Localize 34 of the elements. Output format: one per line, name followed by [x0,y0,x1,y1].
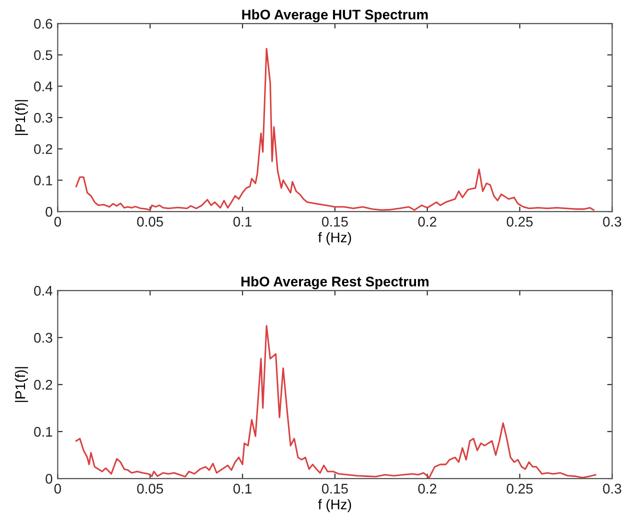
y-axis-title: |P1(f)| [14,100,28,135]
x-axis-title: f (Hz) [318,232,352,246]
y-tick-label: 0.6 [34,18,52,29]
y-tick-label: 0.3 [34,112,52,123]
y-axis-title: |P1(f)| [14,367,28,402]
x-tick-label: 0.15 [322,216,348,227]
y-tick-label: 0 [46,474,52,484]
x-tick-label: 0.15 [322,484,348,494]
line-series [75,48,594,211]
x-tick-label: 0.25 [506,216,533,227]
y-tick-label: 0.2 [34,144,52,154]
x-tick-label: 0.05 [137,484,164,494]
y-tick-label: 0.4 [34,286,52,296]
y-tick-label: 0.5 [34,50,52,60]
x-tick-label: 0.25 [506,484,533,494]
line-series [75,325,596,478]
chart-title: HbO Average HUT Spectrum [242,9,428,22]
x-tick-label: 0 [54,216,62,227]
chart-title: HbO Average Rest Spectrum [241,276,428,290]
y-tick-label: 0.2 [34,380,52,390]
x-tick-label: 0 [54,484,62,494]
y-tick-label: 0.3 [34,332,52,343]
x-tick-label: 0.3 [603,484,622,494]
x-tick-label: 0.1 [233,484,252,494]
x-tick-label: 0.2 [418,216,436,227]
y-tick-label: 0 [46,206,52,217]
x-tick-label: 0.3 [603,216,622,227]
y-tick-label: 0.1 [34,426,52,437]
y-tick-label: 0.4 [34,82,52,92]
x-tick-label: 0.1 [233,216,252,227]
x-axis-title: f (Hz) [318,499,352,512]
x-tick-label: 0.2 [418,484,436,494]
y-tick-label: 0.1 [34,176,52,186]
x-tick-label: 0.05 [137,216,164,227]
